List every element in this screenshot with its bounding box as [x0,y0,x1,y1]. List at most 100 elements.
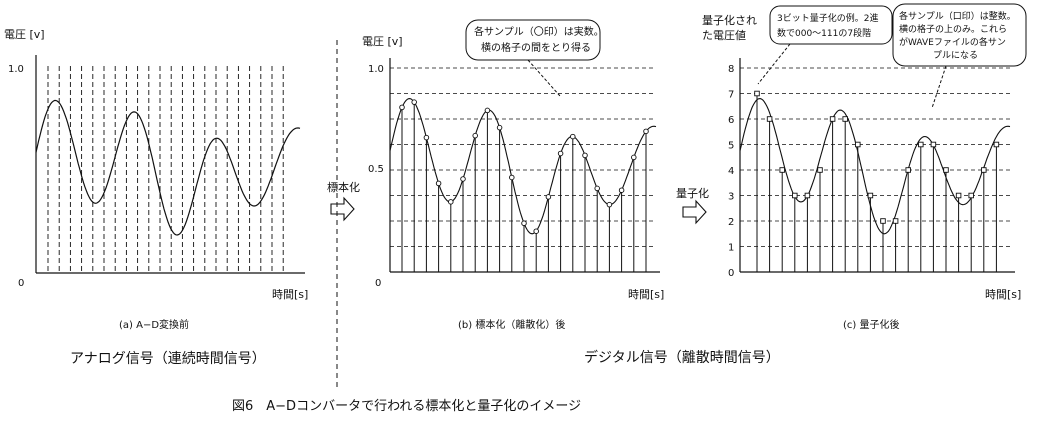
quantization-arrow-label: 量子化 [676,186,709,200]
panel-a-x-axis-label: 時間[s] [272,288,308,301]
sample-circle-marker [460,176,466,182]
panel-b-sample-markers [399,99,649,234]
panel-b: 電圧 [v] 1.0 0.5 0 時間[s] (b) 標本化（離散化）後 各サン… [362,19,664,331]
y-tick-label: 0 [728,268,734,279]
quantized-square-marker [855,141,861,148]
sample-circle-marker [582,152,588,159]
quantized-square-marker [766,116,773,122]
panel-c-callout-samples-pointer [931,65,947,109]
sample-circle-marker [509,174,515,181]
y-tick-label: 5 [728,141,734,152]
quantized-square-marker [943,167,949,173]
panel-c-callout-bits-line1: 3ビット量子化の例。2進 [777,12,878,24]
sample-circle-marker [411,99,417,105]
panel-c-callout-bits-line2: 数で000〜111の7段階 [777,27,871,39]
quantized-square-marker [981,167,987,173]
panel-c-callout-samples-line2: 横の格子の上のみ。これら [899,23,1007,35]
quantized-square-marker [754,90,760,97]
panel-c-x-axis-label: 時間[s] [985,288,1021,301]
panel-c-level-grid [740,67,1012,247]
panel-c-callout-samples-box [892,3,1027,67]
panel-b-callout-line2: 横の格子の間をとり得る [481,41,591,54]
panel-c-y-axis-label-line1: 量子化され [702,13,757,27]
quantized-square-marker [867,192,874,199]
sampling-arrow-label: 標本化 [327,180,360,194]
panel-b-y-tick-mid: 0.5 [368,164,384,175]
panel-b-y-axis-label: 電圧 [v] [362,35,403,48]
panel-c-caption: (c) 量子化後 [843,318,899,331]
panel-c-callout-bits-pointer [757,43,791,85]
sampling-arrow-group: 標本化 [327,180,360,222]
figure-caption: 図6 A−Dコンバータで行われる標本化と量子化のイメージ [232,399,581,414]
sample-circle-marker [606,201,613,208]
quantized-square-marker [918,141,924,148]
sample-circle-marker [557,150,564,157]
sample-circle-marker [533,228,539,234]
quantized-square-marker [892,218,899,224]
panel-a: 電圧 [v] 1.0 0 時間[s] (a) A−D変換前 [4,28,308,331]
sample-circle-marker [472,132,478,139]
quantized-square-marker [968,192,974,199]
quantized-square-marker [955,192,962,199]
y-tick-label: 8 [728,64,734,75]
quantization-arrow-group: 量子化 [676,186,709,225]
y-tick-label: 1 [728,243,734,254]
panel-b-caption: (b) 標本化（離散化）後 [458,318,565,331]
sample-circle-marker [496,124,503,131]
y-tick-label: 2 [728,217,734,228]
quantized-square-marker [905,167,911,173]
quantized-square-marker [817,167,823,173]
quantized-square-marker [804,192,811,199]
sample-circle-marker [643,128,649,135]
panel-c-y-axis-label-line2: た電圧値 [702,29,746,42]
panel-b-callout-line1: 各サンプル（〇印）は実数。 [474,25,604,38]
sample-circle-marker [521,220,527,227]
panel-b-callout-pointer [527,59,561,97]
sample-circle-marker [594,185,600,192]
panel-c-callout-samples-line3: がWAVEファイルの各サン [899,36,1006,48]
sample-circle-marker [570,133,576,140]
quantized-square-marker [880,218,886,224]
quantized-square-marker [930,141,937,148]
panel-c-callout-samples-line4: プルになる [933,50,978,61]
panel-c-callout-samples-line1: 各サンプル（口印）は整数。 [899,10,1016,22]
panel-b-sample-stems [401,102,647,272]
digital-group-label: デジタル信号（離散時間信号） [584,349,780,366]
panel-a-origin: 0 [18,278,24,289]
panel-c-callout-bits: 3ビット量子化の例。2進 数で000〜111の7段階 [757,5,893,85]
sample-circle-marker [631,154,637,161]
sample-circle-marker [448,199,454,205]
sampling-arrow-icon [330,196,355,222]
sample-circle-marker [484,107,491,114]
y-tick-label: 7 [728,90,734,101]
panel-c-waveform [739,98,1011,235]
panel-a-y-axis-label: 電圧 [v] [4,28,45,41]
y-tick-label: 3 [728,192,734,203]
panel-b-callout-box [465,19,601,61]
y-tick-label: 4 [728,166,734,177]
panel-c-sample-stems [756,93,997,272]
panel-b-x-axis-label: 時間[s] [628,288,664,301]
sample-circle-marker [618,187,625,193]
quantized-square-marker [829,116,836,122]
quantized-square-marker [842,116,848,122]
analog-group-label: アナログ信号（連続時間信号） [70,350,266,367]
quantized-square-marker [993,141,1000,148]
panel-a-y-tick-max: 1.0 [8,64,24,75]
quantized-square-marker [779,167,785,173]
panel-a-sampling-grid [47,66,284,273]
panel-b-origin: 0 [375,278,381,289]
quantization-arrow-icon [682,199,707,225]
panel-c-quantized-markers [754,90,1000,224]
panel-c-callout-samples: 各サンプル（口印）は整数。 横の格子の上のみ。これら がWAVEファイルの各サン… [892,3,1027,109]
panel-b-y-tick-max: 1.0 [368,64,384,75]
panel-a-analog-waveform [35,99,301,236]
panel-a-caption: (a) A−D変換前 [119,318,189,331]
y-tick-label: 6 [728,115,734,126]
panel-b-callout: 各サンプル（〇印）は実数。 横の格子の間をとり得る [465,19,604,97]
sample-circle-marker [545,194,552,200]
quantized-square-marker [792,192,798,199]
sample-circle-marker [423,134,430,141]
sample-circle-marker [435,180,442,187]
